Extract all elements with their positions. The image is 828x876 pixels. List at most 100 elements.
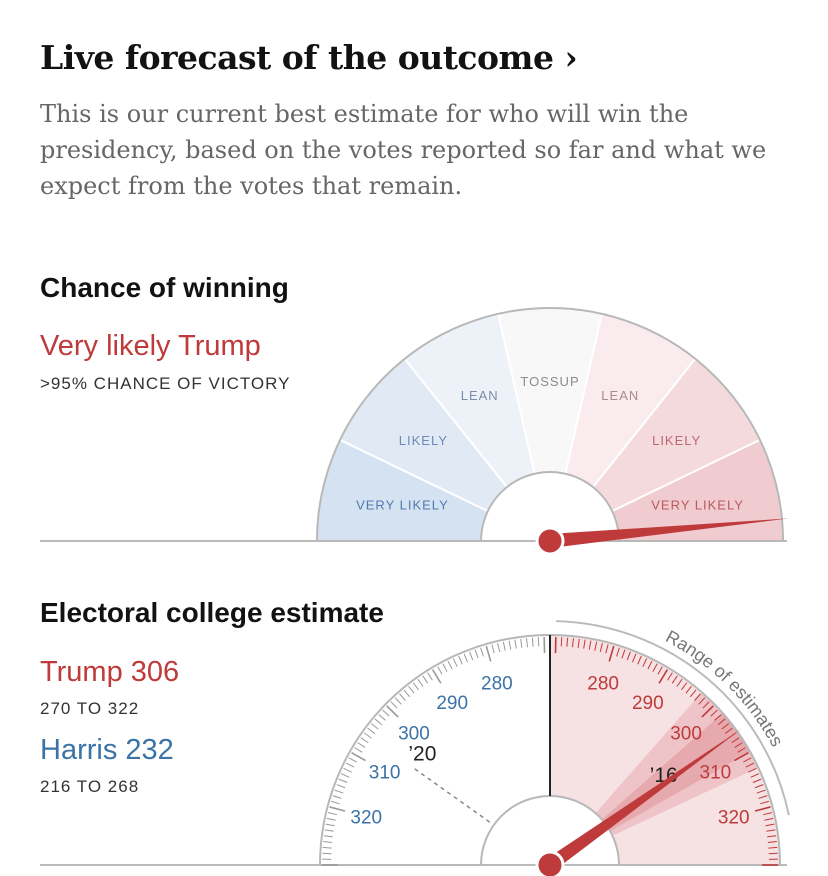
- ec-tick-L: [327, 812, 337, 816]
- ec-tick-L: [437, 666, 443, 675]
- ec-tick-R: [671, 675, 678, 684]
- ec-tick-L: [334, 789, 344, 794]
- ec-tick-L: [348, 757, 357, 763]
- ec-tick-L: [469, 651, 474, 661]
- ec-tick-R: [764, 817, 774, 821]
- ec-tick-L: [526, 638, 528, 648]
- ec-tick-R: [754, 806, 771, 812]
- ec-tick-L: [447, 660, 453, 670]
- ec-tick-L: [491, 644, 495, 654]
- ec-tick-L: [323, 841, 333, 843]
- ec-tick-R: [710, 709, 718, 717]
- harris-estimate: Harris 232: [40, 734, 174, 766]
- chance-segment-label: LEAN: [461, 388, 499, 403]
- ec-tick-L: [497, 642, 501, 652]
- chance-needle-hub: [535, 526, 565, 556]
- ec-tick-R: [721, 723, 730, 730]
- ec-needle-hub: [535, 850, 565, 876]
- ec-tick-L: [357, 742, 366, 748]
- ec-tick-L: [374, 718, 383, 726]
- ec-tick-L: [394, 697, 402, 705]
- ec-tick-L: [399, 693, 406, 701]
- ec-tick-L: [480, 647, 484, 657]
- ec-tick-label-left: 320: [350, 808, 382, 829]
- ec-tick-R: [717, 718, 726, 726]
- ec-tick-R: [750, 773, 760, 778]
- ec-tick-R: [658, 669, 669, 684]
- ec-tick-R: [748, 767, 757, 773]
- ec-tick-R: [626, 651, 631, 661]
- ec-tick-R: [766, 829, 776, 832]
- ec-tick-L: [417, 678, 424, 687]
- ec-tick-R: [657, 666, 663, 675]
- ec-tick-R: [689, 689, 697, 698]
- ec-tick-R: [685, 685, 692, 694]
- ec-tick-R: [752, 778, 762, 783]
- page-title[interactable]: Live forecast of the outcome ›: [40, 38, 578, 77]
- ec-tick-R: [734, 742, 743, 748]
- trump-estimate: Trump 306: [40, 656, 180, 688]
- ec-tick-L: [422, 675, 429, 684]
- ec-tick-R: [745, 762, 755, 768]
- ec-tick-L: [332, 795, 342, 799]
- chance-segment-label: LEAN: [601, 388, 639, 403]
- ec-tick-L: [427, 672, 433, 681]
- ec-tick-R: [754, 784, 764, 789]
- ec-tick-R: [566, 637, 569, 647]
- ec-tick-L: [367, 727, 376, 734]
- ec-tick-L: [345, 762, 355, 768]
- ec-tick-L: [330, 800, 340, 805]
- ec-tick-L: [360, 737, 369, 744]
- ec-tick-R: [724, 727, 733, 734]
- ec-tick-R: [758, 795, 768, 799]
- chance-status: Very likely Trump: [40, 330, 261, 362]
- ec-tick-L: [502, 641, 506, 651]
- ec-tick-label-right: 280: [587, 674, 619, 695]
- ec-tick-R: [714, 714, 722, 721]
- ec-tick-R: [608, 645, 615, 662]
- ec-tick-L: [325, 823, 335, 827]
- trump-range: 270 TO 322: [40, 699, 140, 718]
- ec-tick-R: [701, 705, 714, 718]
- ec-tick-L: [382, 709, 390, 717]
- ec-tick-R: [731, 737, 740, 744]
- ec-tick-R: [734, 752, 749, 762]
- ec-tick-L: [463, 653, 468, 663]
- ec-tick-R: [743, 757, 752, 763]
- ec-tick-L: [508, 640, 512, 650]
- ec-tick-L: [474, 649, 479, 659]
- ec-tick-R: [681, 682, 688, 691]
- ec-tick-R: [698, 697, 706, 705]
- ec-tick-L: [324, 829, 334, 832]
- chance-segment-label: LIKELY: [652, 433, 701, 448]
- ec-tick-R: [652, 663, 658, 672]
- ec-tick-R: [767, 835, 777, 838]
- ec-tick-R: [572, 638, 574, 648]
- ec-tick-R: [702, 701, 710, 709]
- chance-segment-label: VERY LIKELY: [651, 498, 744, 513]
- ec-tick-L: [412, 682, 419, 691]
- ec-tick-L: [370, 723, 379, 730]
- ec-tick-R: [637, 655, 642, 665]
- ec-tick-label-left: 280: [481, 674, 513, 695]
- ec-tick-R: [768, 846, 778, 849]
- ec-tick-L: [323, 835, 333, 838]
- ec-tick-label-left: 300: [398, 723, 430, 744]
- chance-gauge-outline: [315, 307, 785, 542]
- ec-tick-R: [756, 789, 766, 794]
- harris-range: 216 TO 268: [40, 777, 140, 796]
- ec-tick-L: [431, 669, 442, 684]
- ec-tick-L: [386, 705, 399, 718]
- ec-tick-R: [763, 812, 773, 816]
- ec-2020-label: ’20: [408, 743, 436, 766]
- electoral-section-title: Electoral college estimate: [40, 597, 384, 628]
- ec-tick-L: [408, 685, 415, 694]
- ec-tick-R: [667, 672, 673, 681]
- ec-2020-marker: [411, 765, 491, 823]
- ec-tick-R: [577, 638, 580, 648]
- ec-tick-R: [632, 653, 637, 663]
- ec-tick-L: [390, 701, 398, 709]
- ec-tick-label-right: 300: [670, 723, 702, 744]
